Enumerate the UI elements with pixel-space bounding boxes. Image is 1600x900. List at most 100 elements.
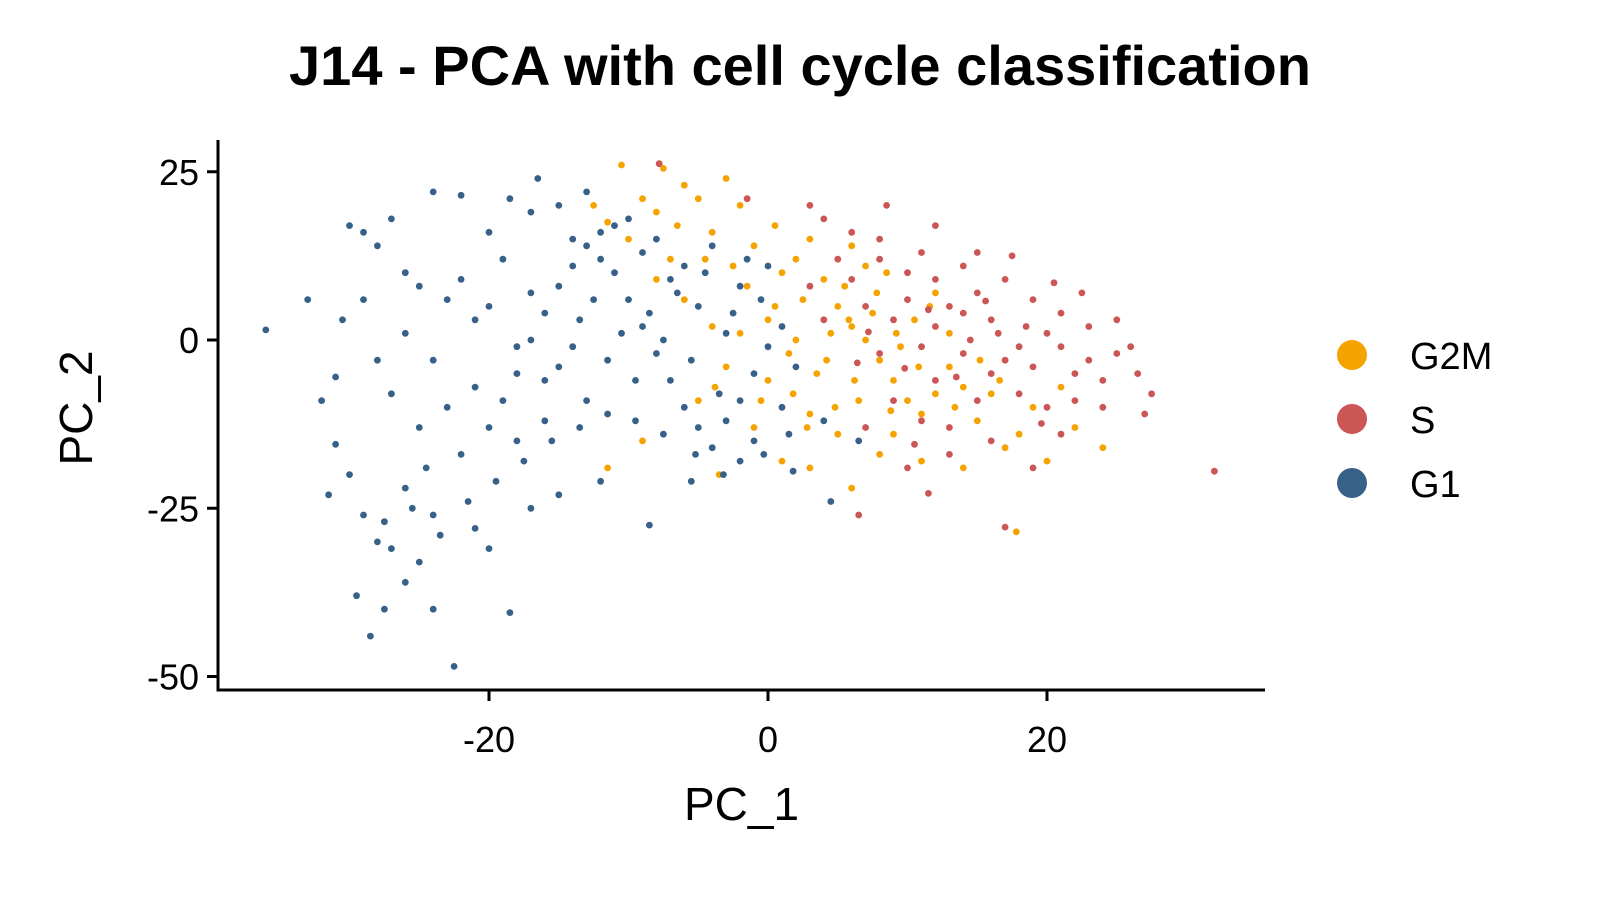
- data-point: [388, 545, 395, 552]
- data-point: [736, 202, 744, 209]
- data-point: [853, 359, 861, 367]
- data-point: [639, 437, 646, 445]
- data-point: [873, 289, 881, 297]
- data-point: [887, 407, 895, 415]
- y-axis-title: PC_2: [50, 350, 102, 465]
- data-point: [701, 255, 709, 263]
- data-point: [388, 390, 395, 398]
- data-point: [471, 316, 479, 324]
- data-point: [890, 430, 897, 438]
- data-point: [415, 558, 423, 566]
- data-point: [883, 269, 890, 277]
- legend-swatch: [1337, 404, 1367, 434]
- data-point: [527, 504, 535, 512]
- data-point: [1029, 296, 1037, 303]
- data-point: [618, 161, 625, 169]
- data-point: [918, 249, 925, 256]
- data-point: [750, 242, 758, 250]
- data-point: [806, 410, 814, 418]
- data-point: [785, 430, 793, 438]
- y-tick-label: 0: [179, 320, 199, 361]
- data-point: [789, 390, 797, 398]
- data-point: [778, 403, 786, 411]
- data-point: [429, 605, 437, 613]
- data-point: [332, 440, 339, 448]
- data-point: [1015, 390, 1023, 398]
- data-point: [655, 160, 663, 168]
- data-point: [1001, 523, 1009, 531]
- data-point: [862, 424, 869, 431]
- data-point: [1099, 403, 1107, 411]
- data-point: [401, 578, 409, 586]
- data-point: [541, 377, 549, 384]
- data-point: [946, 303, 953, 310]
- data-point: [750, 437, 758, 445]
- x-tick-label: -20: [463, 719, 515, 760]
- data-point: [583, 397, 590, 404]
- data-point: [1134, 370, 1142, 377]
- data-point: [450, 663, 458, 670]
- data-point: [869, 309, 876, 317]
- data-point: [806, 282, 814, 290]
- series-s: [655, 160, 1218, 531]
- data-point: [401, 269, 409, 277]
- data-point: [1043, 403, 1051, 411]
- data-point: [569, 262, 577, 270]
- data-point: [897, 343, 904, 351]
- data-point: [959, 383, 967, 391]
- data-point: [360, 296, 367, 303]
- data-point: [1029, 363, 1037, 371]
- data-point: [604, 356, 611, 364]
- chart-title: J14 - PCA with cell cycle classification: [289, 34, 1311, 97]
- data-point: [492, 477, 500, 485]
- data-point: [789, 467, 797, 475]
- data-point: [890, 316, 897, 324]
- data-point: [932, 222, 939, 230]
- data-point: [597, 255, 604, 263]
- data-point: [834, 255, 842, 263]
- data-point: [946, 424, 953, 431]
- data-point: [932, 276, 939, 283]
- data-point: [692, 451, 699, 458]
- data-point: [513, 343, 521, 351]
- data-point: [876, 255, 883, 263]
- data-point: [996, 377, 1003, 384]
- data-point: [583, 242, 590, 250]
- data-point: [694, 424, 702, 431]
- data-point: [848, 228, 856, 236]
- data-point: [973, 289, 981, 297]
- data-point: [332, 373, 339, 381]
- data-point: [722, 175, 730, 182]
- data-point: [1029, 464, 1037, 472]
- data-point: [1043, 457, 1051, 465]
- data-point: [318, 397, 325, 404]
- data-point: [576, 316, 584, 324]
- data-point: [422, 464, 430, 472]
- data-point: [485, 228, 493, 236]
- data-point: [499, 397, 507, 404]
- data-point: [848, 323, 856, 330]
- data-point: [901, 364, 909, 372]
- data-point: [932, 323, 939, 330]
- data-point: [982, 297, 989, 305]
- data-point: [367, 632, 374, 640]
- data-point: [374, 356, 381, 364]
- data-point: [834, 430, 842, 438]
- data-point: [436, 531, 444, 539]
- data-point: [904, 397, 911, 404]
- data-point: [374, 242, 381, 250]
- legend-swatch: [1337, 468, 1367, 498]
- data-point: [823, 356, 830, 364]
- data-point: [667, 276, 674, 283]
- data-point: [1071, 424, 1079, 431]
- data-point: [952, 373, 960, 381]
- data-point: [555, 491, 563, 499]
- data-point: [632, 417, 639, 425]
- data-point: [862, 262, 869, 270]
- data-point: [764, 343, 772, 351]
- data-point: [667, 377, 674, 384]
- data-point: [803, 424, 811, 431]
- data-point: [722, 417, 730, 425]
- data-point: [646, 521, 653, 529]
- data-point: [639, 249, 646, 256]
